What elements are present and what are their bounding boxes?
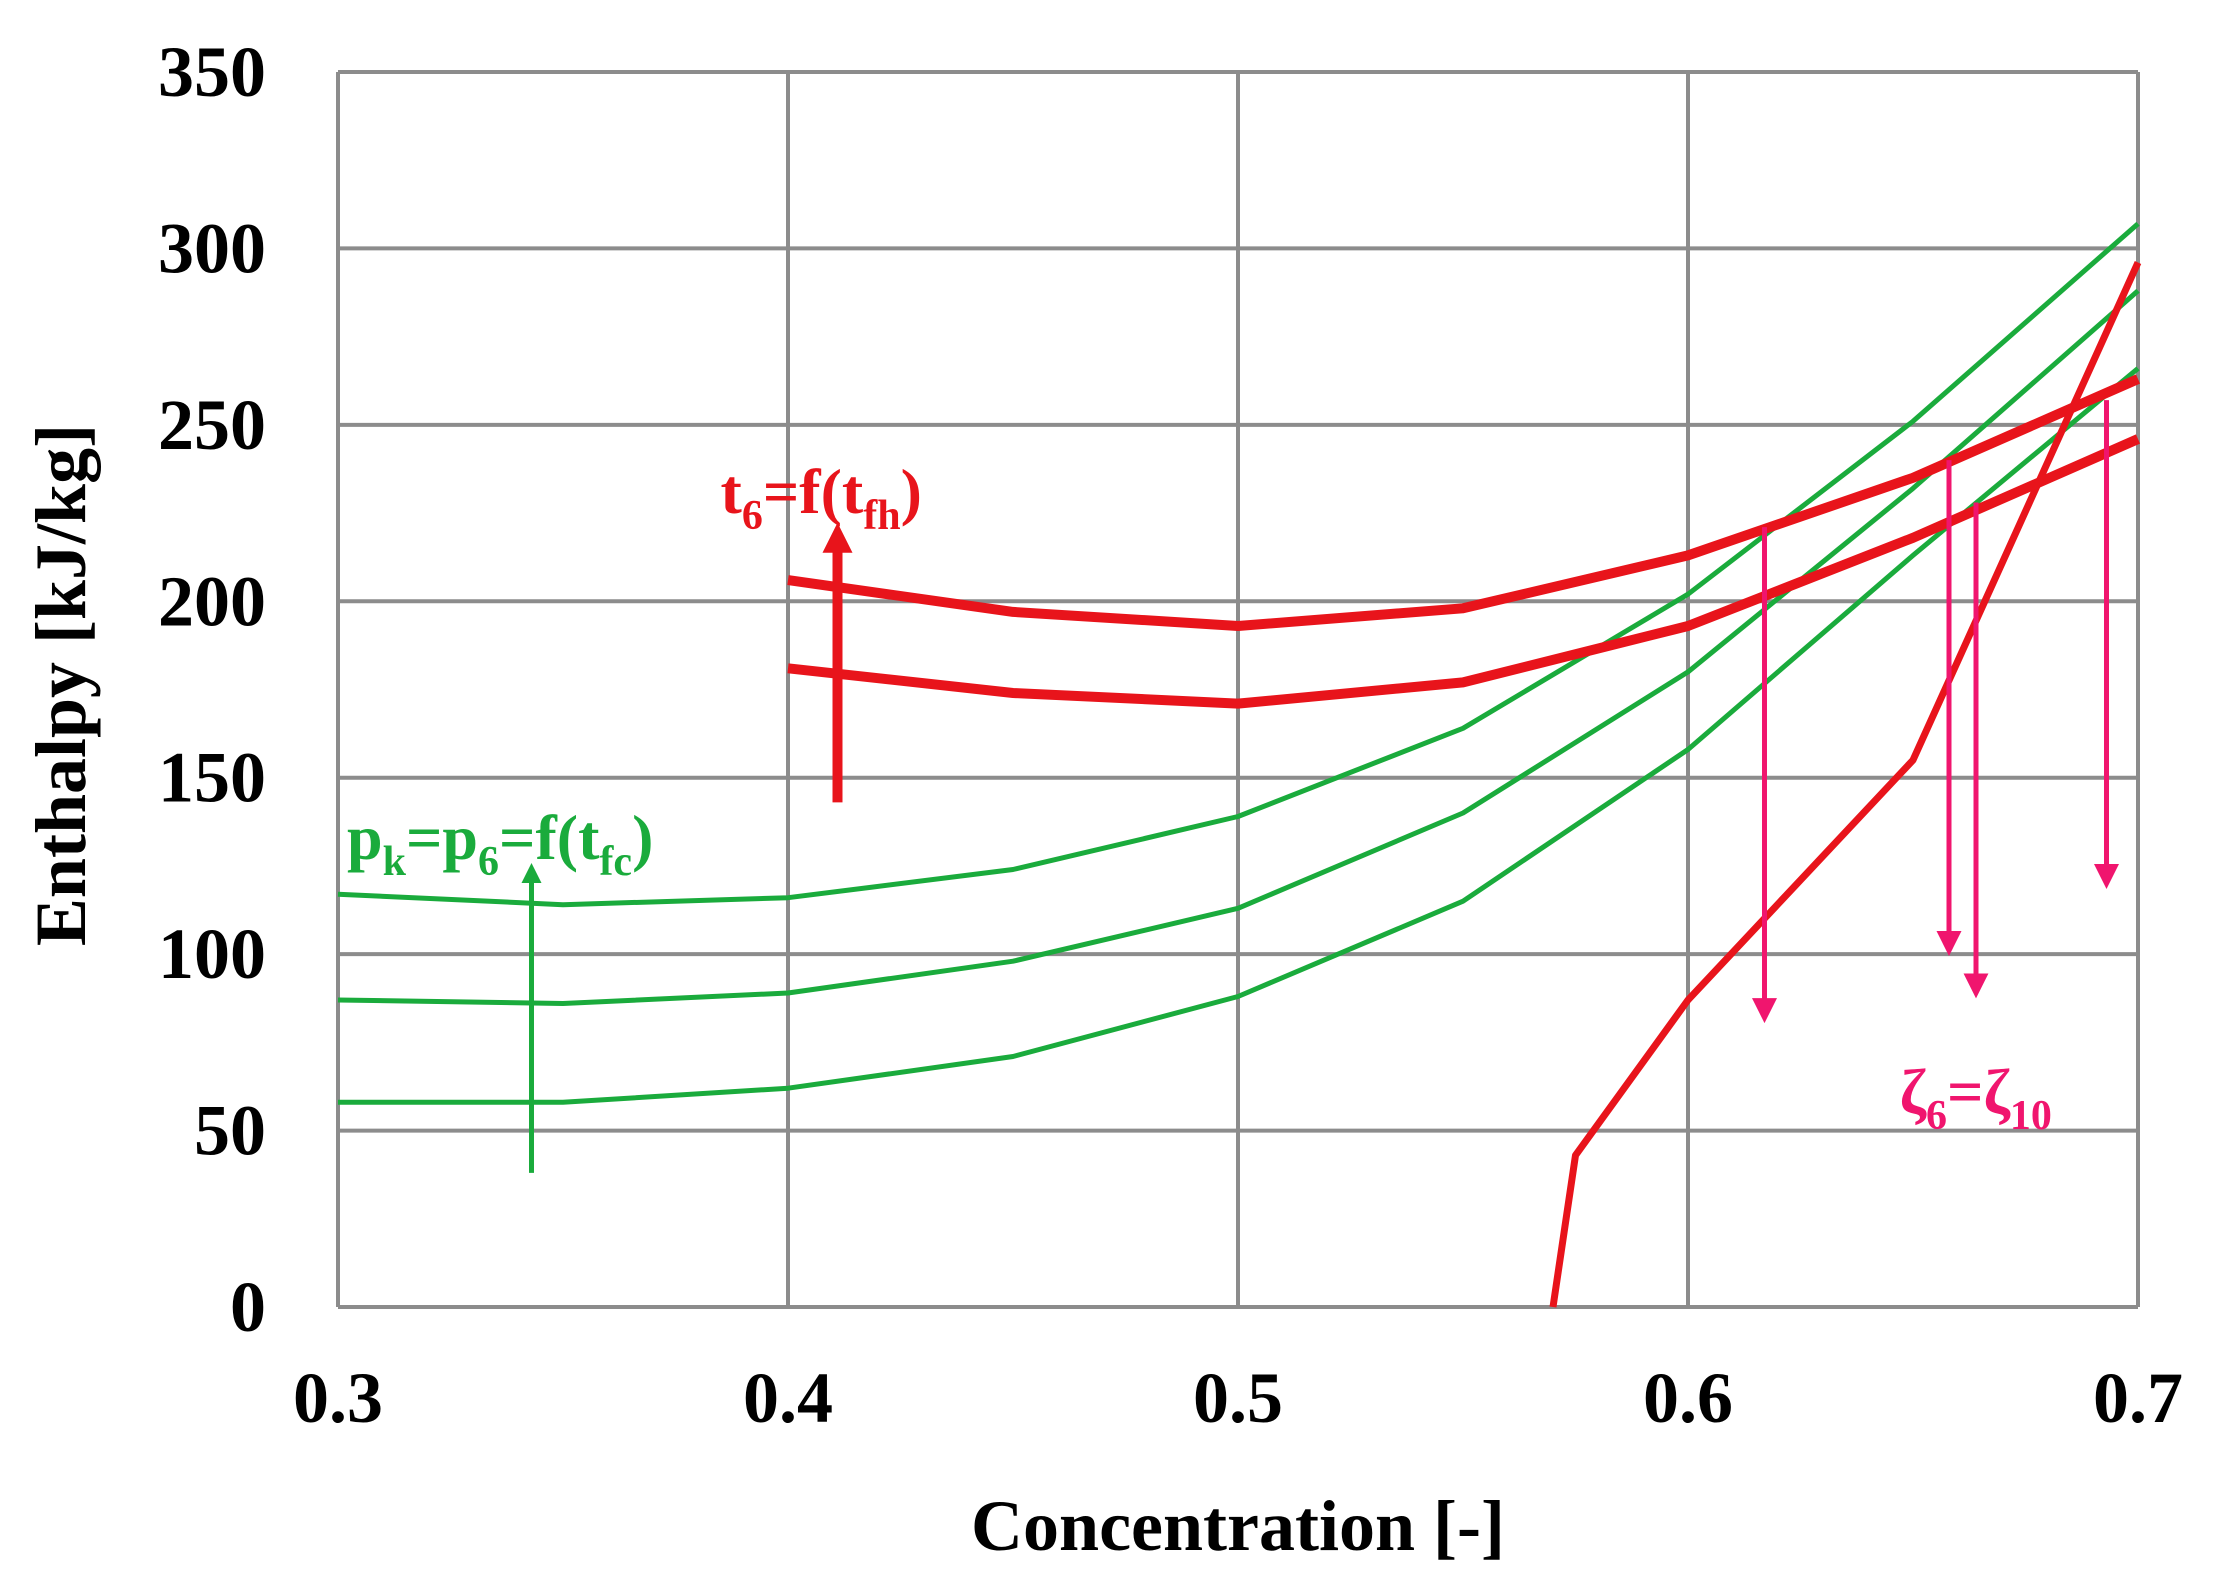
y-tick-label: 350 [158, 32, 266, 112]
y-tick-label: 100 [158, 914, 266, 994]
x-tick-label: 0.3 [293, 1358, 383, 1438]
green-annotation-label: pk=p6=f(tfc) [347, 802, 653, 885]
y-tick-label: 150 [158, 738, 266, 818]
series-line-red-t1 [787, 434, 2141, 709]
series-lines [337, 221, 2142, 1308]
green-subscript: fc [599, 839, 632, 885]
red-text: t [721, 456, 743, 527]
series-line-green-p1 [338, 366, 2140, 1105]
annotation-arrows [521, 400, 2119, 1173]
green-subscript: k [383, 839, 407, 885]
series-line-green-p3 [337, 221, 2140, 908]
pink-subscript: 6 [1926, 1093, 1947, 1139]
red-text: ) [901, 456, 922, 527]
y-axis-title: Enthalpy [kJ/kg] [21, 424, 101, 946]
red-subscript: fh [863, 493, 900, 539]
series-line-red-t2 [787, 374, 2141, 631]
green-text: =p [406, 802, 478, 873]
pink-annotation-label: ζ6=ζ10 [1900, 1056, 2052, 1139]
x-tick-labels: 0.3 0.4 0.5 0.6 0.7 [293, 1358, 2183, 1438]
green-subscript: 6 [478, 839, 499, 885]
x-tick-label: 0.6 [1643, 1358, 1733, 1438]
pink-text: ζ [1900, 1056, 1928, 1127]
y-tick-label: 50 [194, 1091, 266, 1171]
y-tick-label: 200 [158, 561, 266, 641]
y-tick-labels: 0 50 100 150 200 250 300 350 [158, 32, 266, 1347]
green-text: ) [632, 802, 653, 873]
x-axis-title: Concentration [-] [971, 1486, 1505, 1566]
red-text: =f(t [763, 456, 864, 527]
series-line-red-crystallization [1549, 261, 2142, 1308]
x-tick-label: 0.7 [2093, 1358, 2183, 1438]
y-tick-label: 300 [158, 208, 266, 288]
pink-text: =ζ [1947, 1056, 2011, 1127]
red-subscript: 6 [742, 493, 763, 539]
red-annotation-label: t6=f(tfh) [721, 456, 922, 539]
pink-subscript: 10 [2010, 1093, 2052, 1139]
green-text: p [347, 802, 383, 873]
x-tick-label: 0.5 [1193, 1358, 1283, 1438]
x-tick-label: 0.4 [743, 1358, 833, 1438]
y-tick-label: 250 [158, 385, 266, 465]
green-text: =f(t [499, 802, 600, 873]
y-tick-label: 0 [230, 1267, 266, 1347]
gridlines [336, 70, 2140, 1309]
series-line-green-p2 [337, 288, 2140, 1006]
